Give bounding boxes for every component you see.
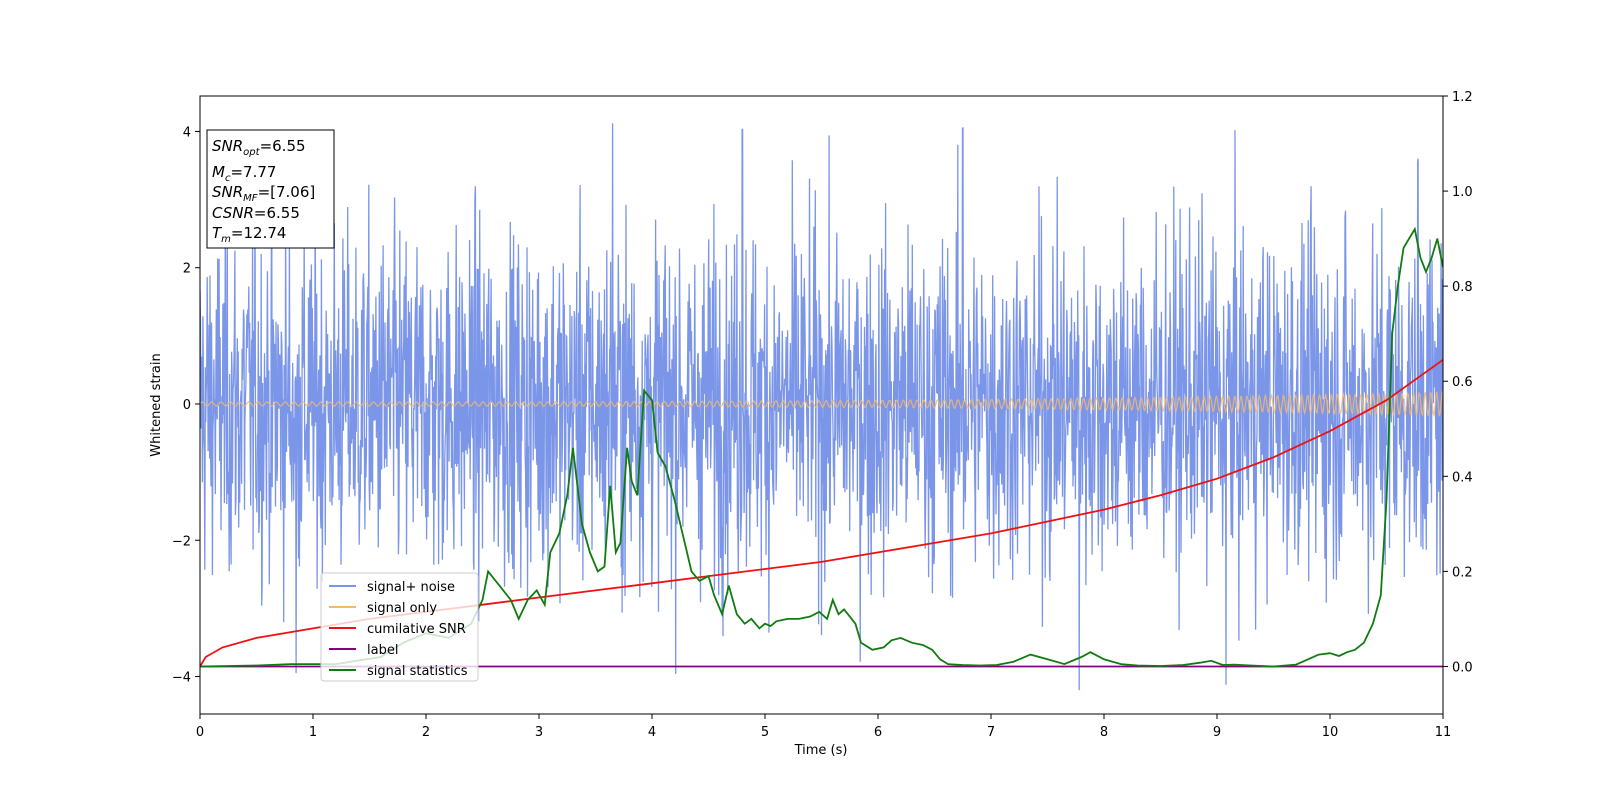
y-right-tick-label: 0.4 <box>1452 470 1473 485</box>
x-tick-label: 1 <box>309 725 317 740</box>
y-right-tick-label: 0.0 <box>1452 660 1473 675</box>
y-left-tick-label: 2 <box>183 262 191 277</box>
y-left-tick-label: −2 <box>172 534 191 549</box>
x-axis-title: Time (s) <box>794 743 848 758</box>
y-right-tick-label: 1.0 <box>1452 185 1473 200</box>
series-cumulative-snr-line <box>200 359 1443 667</box>
stats-tm: Tm=12.74 <box>212 224 286 245</box>
series-signal-only-line <box>200 390 1443 418</box>
stats-csnr: CSNR=6.55 <box>212 204 300 222</box>
x-tick-label: 11 <box>1435 725 1452 740</box>
y-right-tick-label: 0.2 <box>1452 565 1473 580</box>
y-left-tick-label: 0 <box>183 398 191 413</box>
legend-label: signal only <box>367 601 437 616</box>
legend: signal+ noise signal only cumilative SNR la… <box>320 572 479 682</box>
y-left-tick-label: 4 <box>183 125 191 140</box>
x-tick-label: 7 <box>987 725 995 740</box>
x-tick-label: 6 <box>874 725 882 740</box>
series-signal-statistics-line <box>200 226 1443 668</box>
legend-frame <box>320 572 479 682</box>
x-tick-label: 0 <box>196 725 204 740</box>
x-tick-label: 9 <box>1213 725 1221 740</box>
x-tick-label: 10 <box>1322 725 1339 740</box>
y-right-tick-label: 0.8 <box>1452 280 1473 295</box>
x-tick-label: 5 <box>761 725 769 740</box>
axes: 0 1 2 3 4 5 6 7 8 9 10 11 −4 −2 0 2 4 0.0 0.2 0.4 0.6 0.8 1.0 1… <box>172 90 1473 740</box>
plot-frame <box>199 95 1444 715</box>
stats-box-frame <box>206 129 335 249</box>
x-tick-label: 2 <box>422 725 430 740</box>
legend-label: label <box>367 643 398 658</box>
legend-label: signal statistics <box>367 664 468 679</box>
legend-label: cumilative SNR <box>367 622 466 637</box>
stats-snr-opt: SNRopt=6.55 <box>212 137 306 158</box>
y-axis-title: Whitened strain <box>149 353 164 456</box>
x-tick-label: 3 <box>535 725 543 740</box>
y-left-tick-label: −4 <box>172 671 191 686</box>
stats-snr-mf: SNRMF=[7.06] <box>212 183 315 204</box>
series-signal-noise-line <box>200 123 1443 691</box>
stats-mc: Mc=7.77 <box>212 163 276 184</box>
y-right-tick-label: 1.2 <box>1452 90 1473 105</box>
legend-label: signal+ noise <box>367 580 455 595</box>
stats-box: SNRopt=6.55 Mc=7.77 SNRMF=[7.06] CSNR=6.… <box>206 129 335 249</box>
x-tick-label: 4 <box>648 725 656 740</box>
x-tick-label: 8 <box>1100 725 1108 740</box>
y-right-tick-label: 0.6 <box>1452 375 1473 390</box>
